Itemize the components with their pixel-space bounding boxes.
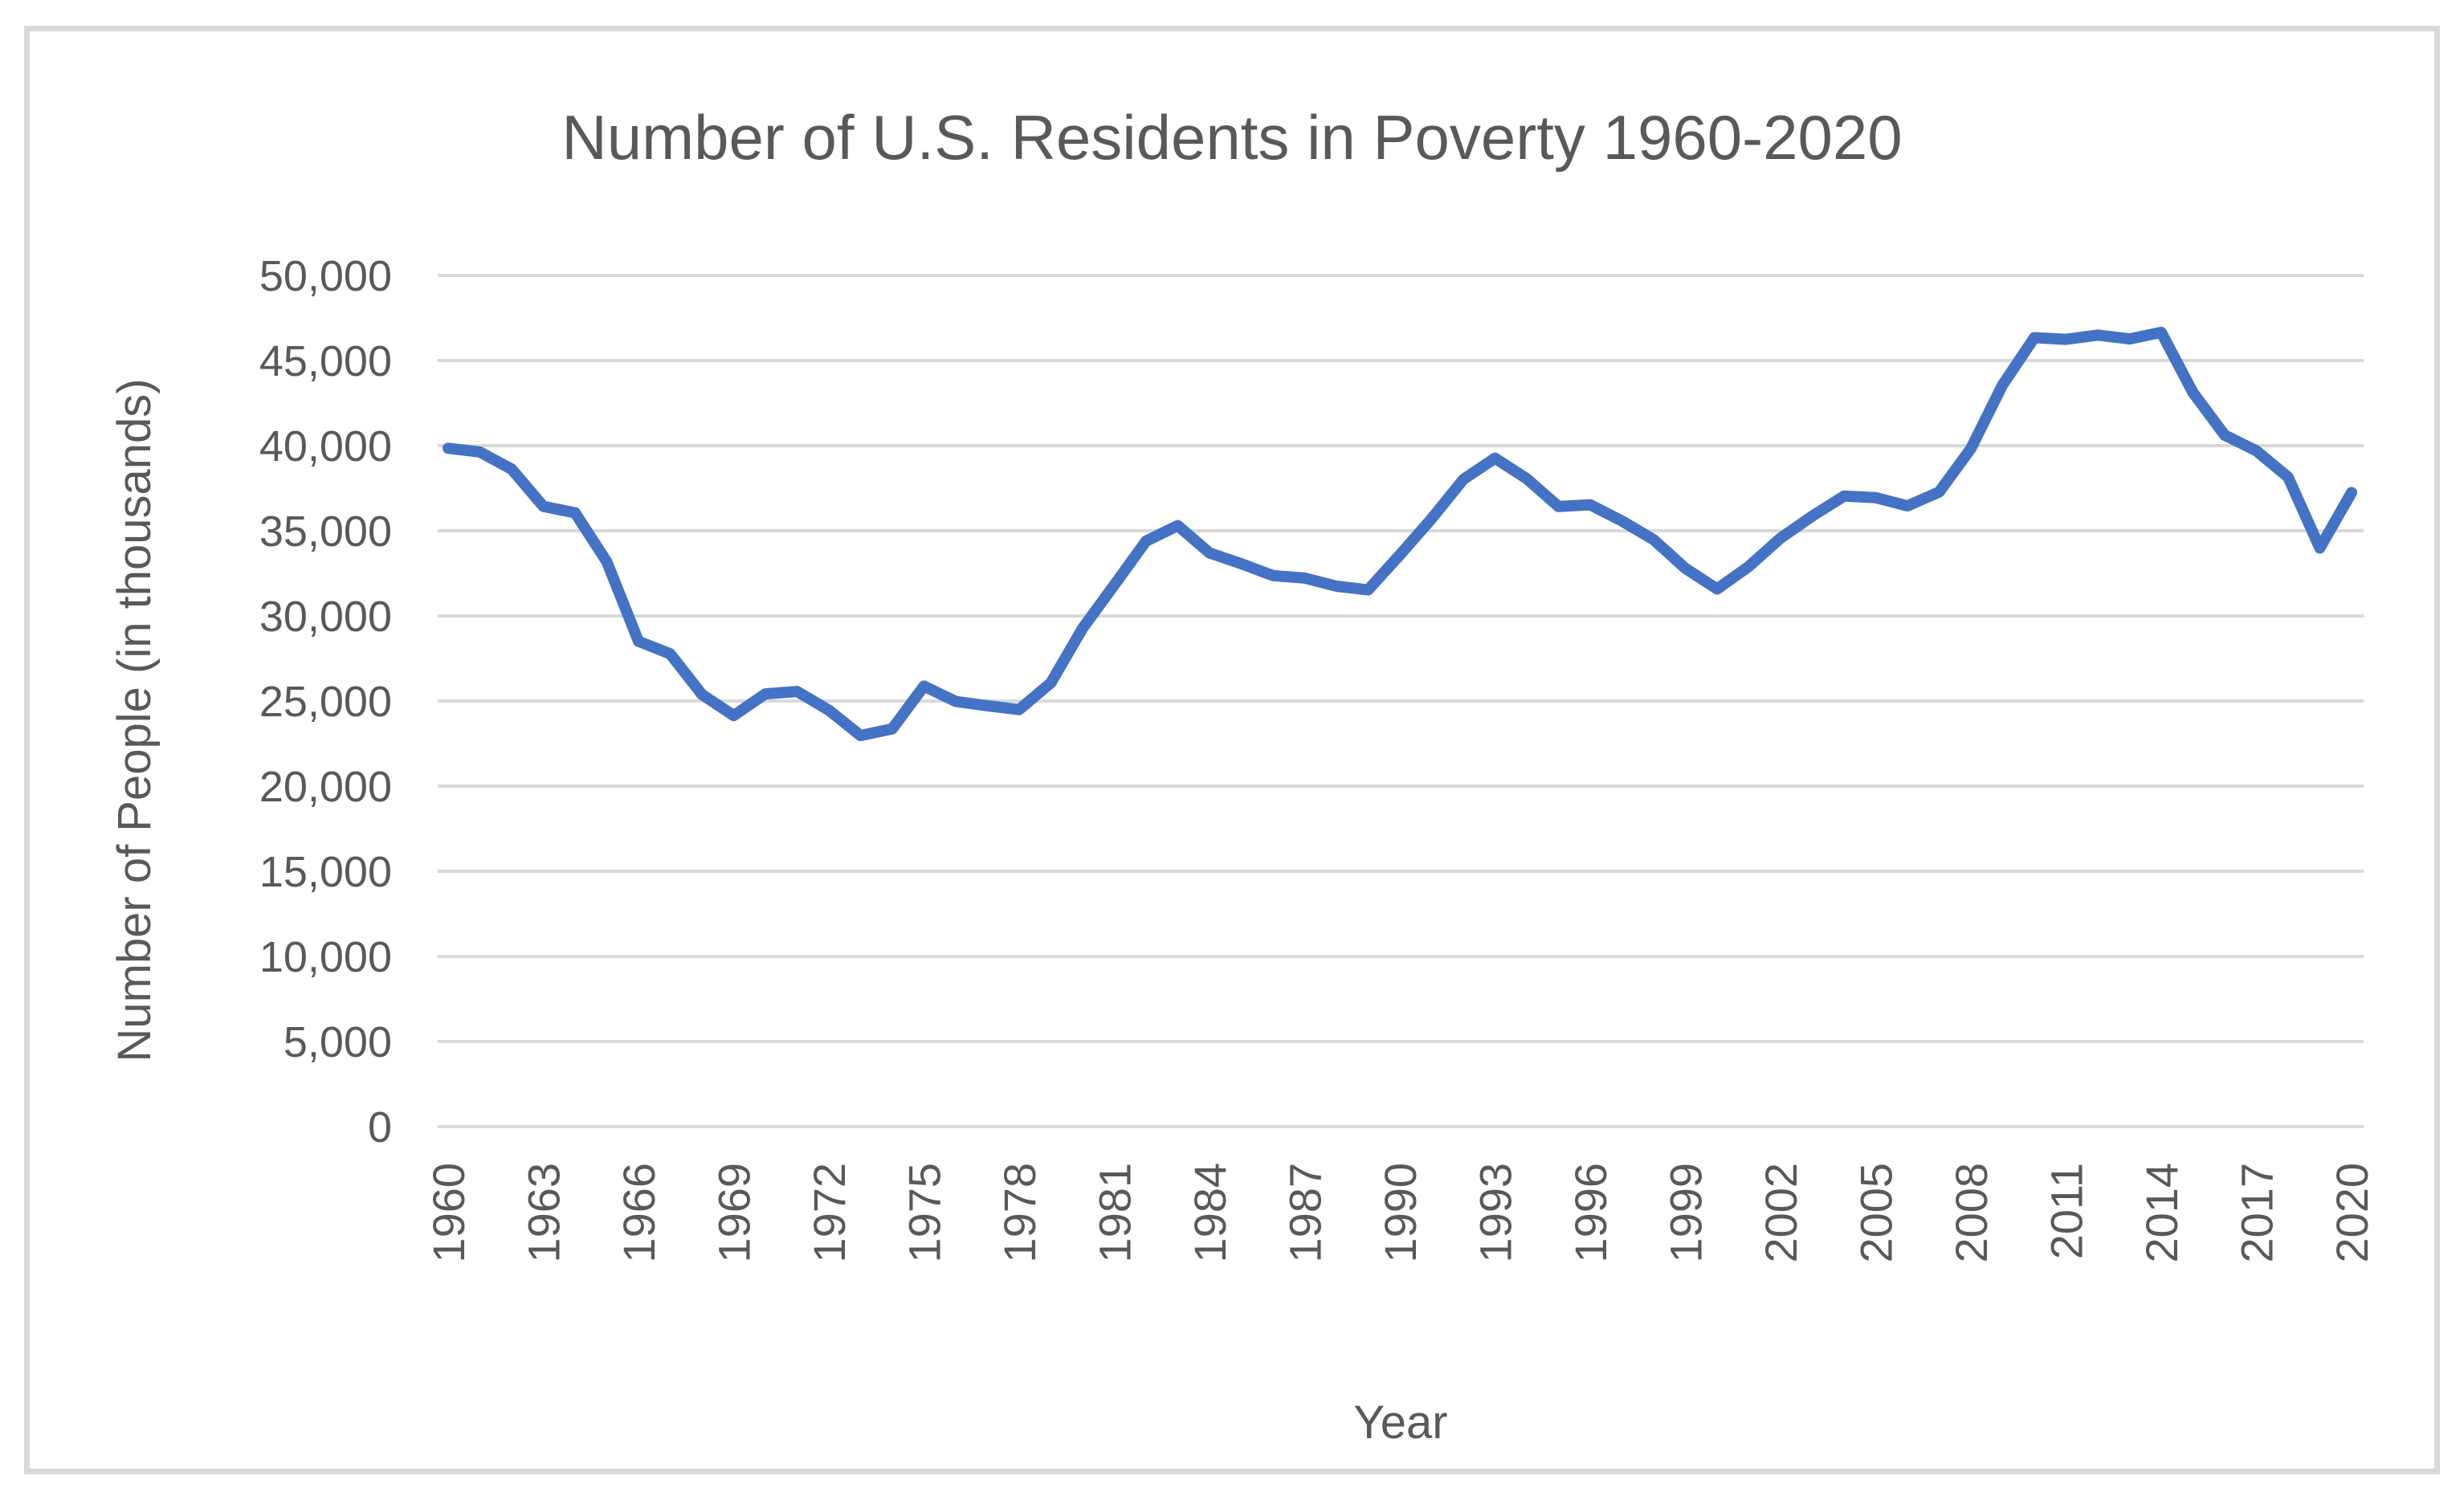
x-tick-label: 2008: [1946, 1163, 1997, 1263]
x-tick-label: 1975: [900, 1163, 950, 1263]
y-tick-label: 20,000: [259, 763, 392, 811]
chart-border: [24, 26, 2440, 1474]
y-tick-label: 50,000: [259, 252, 392, 300]
y-tick-label: 35,000: [259, 507, 392, 556]
x-tick-label: 1981: [1090, 1163, 1140, 1263]
x-axis-title: Year: [1353, 1396, 1448, 1449]
y-tick-label: 0: [368, 1103, 392, 1151]
y-tick-label: 45,000: [259, 337, 392, 385]
x-tick-label: 2011: [2042, 1163, 2092, 1259]
x-tick-label: 1969: [709, 1163, 760, 1263]
y-tick-label: 5,000: [284, 1018, 392, 1066]
x-tick-label: 1978: [994, 1163, 1045, 1263]
x-tick-label: 1987: [1280, 1163, 1331, 1263]
x-tick-label: 1999: [1661, 1163, 1711, 1263]
x-tick-label: 1960: [423, 1163, 474, 1263]
x-tick-label: 2002: [1756, 1163, 1806, 1263]
series-line: [443, 326, 2357, 741]
y-tick-label: 30,000: [259, 593, 392, 641]
y-tick-label: 25,000: [259, 678, 392, 726]
x-tick-label: 1972: [804, 1163, 855, 1263]
y-tick-label: 40,000: [259, 422, 392, 471]
chart-title: Number of U.S. Residents in Poverty 1960…: [561, 102, 1903, 173]
x-tick-label: 1966: [614, 1163, 664, 1263]
x-tick-label: 1996: [1565, 1163, 1616, 1263]
x-tick-label: 2014: [2136, 1163, 2187, 1263]
x-tick-label: 2017: [2232, 1163, 2282, 1263]
x-tick-label: 1990: [1375, 1163, 1426, 1263]
x-tick-label: 1963: [519, 1163, 569, 1263]
x-tick-label: 1984: [1185, 1163, 1235, 1263]
y-tick-label: 10,000: [259, 933, 392, 981]
x-tick-label: 2005: [1851, 1163, 1902, 1263]
x-tick-label: 1993: [1471, 1163, 1521, 1263]
x-tick-label: 2020: [2327, 1163, 2377, 1263]
y-tick-label: 15,000: [259, 848, 392, 896]
